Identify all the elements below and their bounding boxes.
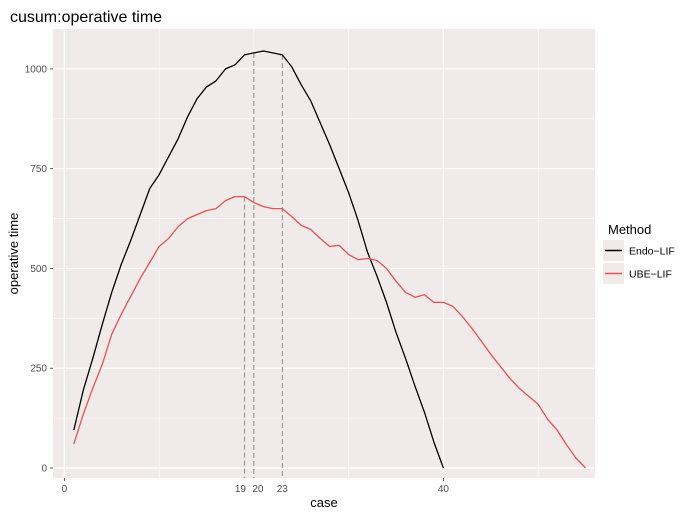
legend-label: Endo−LIF: [629, 246, 675, 258]
y-tick-label: 1000: [25, 64, 48, 75]
y-tick-label: 750: [30, 164, 47, 175]
reference-lines: [243, 52, 283, 478]
plot-panel: [53, 29, 595, 478]
y-tick-label: 250: [30, 364, 47, 375]
legend: Method Endo−LIF UBE−LIF: [603, 222, 675, 284]
x-tick-label: 0: [62, 484, 68, 495]
x-axis-ticks: 0 40 19 20 23: [62, 478, 450, 495]
reference-label-23: 23: [277, 484, 289, 495]
legend-title: Method: [608, 222, 651, 237]
y-axis-ticks: 0 250 500 750 1000: [25, 64, 53, 475]
series-line-2: [73, 195, 586, 469]
legend-label: UBE−LIF: [629, 269, 672, 281]
reference-label-19: 19: [235, 484, 247, 495]
y-tick-label: 500: [30, 264, 47, 275]
x-axis-title: case: [310, 495, 337, 510]
x-tick-label: 40: [438, 484, 450, 495]
series-lines: [73, 50, 586, 469]
major-gridlines: [53, 29, 595, 478]
series-line-1: [73, 50, 445, 469]
y-axis-title: operative time: [6, 213, 21, 295]
reference-label-20: 20: [252, 484, 264, 495]
chart-title: cusum:operative time: [10, 9, 162, 26]
y-tick-label: 0: [41, 464, 47, 475]
